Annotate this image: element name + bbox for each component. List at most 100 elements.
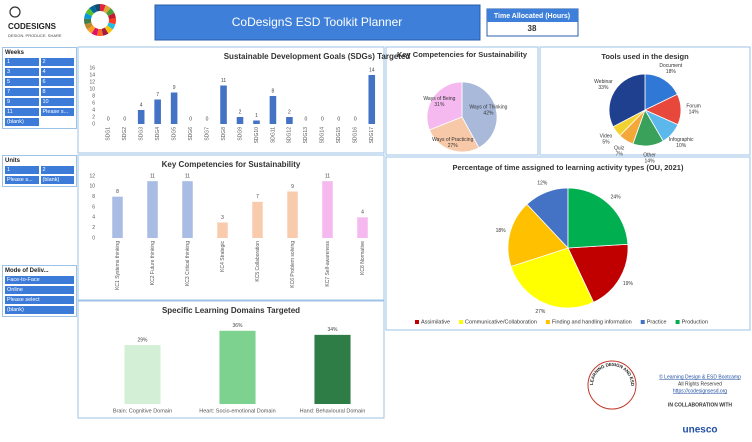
slicer-item[interactable]: 6 xyxy=(40,78,74,86)
data-label: 0 xyxy=(206,116,209,122)
data-label: 8 xyxy=(116,189,119,195)
bar xyxy=(286,117,293,124)
pie-slice xyxy=(428,116,480,153)
data-label: 12% xyxy=(537,181,548,187)
slicer-item[interactable]: (blank) xyxy=(40,176,74,184)
bar xyxy=(252,201,263,238)
data-label: 3 xyxy=(221,215,224,221)
collab: IN COLLABORATION WITH xyxy=(668,402,732,408)
pie-slice xyxy=(426,81,463,131)
slicer-item[interactable]: 11 xyxy=(5,108,39,116)
y-tick-label: 4 xyxy=(92,215,95,221)
x-tick-label: SDG17 xyxy=(369,127,375,144)
slice-label: Quiz xyxy=(614,146,625,152)
data-label: 4 xyxy=(140,102,143,108)
y-tick-label: 2 xyxy=(92,225,95,231)
y-tick-label: 10 xyxy=(89,86,95,92)
bar xyxy=(368,75,376,124)
y-tick-label: 12 xyxy=(89,173,95,179)
x-tick-label: KC1 Systems thinking xyxy=(115,241,121,290)
slicer-item[interactable]: Please select xyxy=(5,296,74,304)
x-tick-label: SDG14 xyxy=(320,127,326,144)
pie-slice xyxy=(608,73,646,128)
slice-label: Forum xyxy=(686,104,700,110)
sdg-wheel-segment xyxy=(107,22,116,30)
data-label: 36% xyxy=(232,323,243,329)
slicer-item[interactable]: (blank) xyxy=(5,306,74,314)
bar xyxy=(147,181,158,238)
x-tick-label: KC5 Collaboration xyxy=(255,241,261,282)
pie-slice xyxy=(644,73,678,111)
slicer-item[interactable]: 1 xyxy=(5,58,39,66)
sdg-wheel-segment xyxy=(108,18,116,25)
chart-title: Key Competencies for Sustainability xyxy=(162,160,301,169)
slice-label: Webinar xyxy=(594,79,613,85)
slicer-item[interactable]: 8 xyxy=(40,88,74,96)
legend-label: Assimilative xyxy=(421,319,450,325)
page-title: CoDesignS ESD Toolkit Planner xyxy=(232,15,403,29)
y-tick-label: 8 xyxy=(92,93,95,99)
x-tick-label: SDG2 xyxy=(122,127,128,141)
pie-slice xyxy=(510,247,595,309)
bar xyxy=(236,117,244,124)
data-label: 29% xyxy=(137,337,148,343)
panel xyxy=(77,46,385,154)
panel xyxy=(385,156,751,331)
sdg-wheel-segment xyxy=(87,25,96,34)
panel xyxy=(77,154,385,301)
slicer-item[interactable]: Online xyxy=(5,286,74,294)
slice-label: Infographic xyxy=(669,137,694,143)
slicer-item[interactable]: 5 xyxy=(5,78,39,86)
sdg-wheel-segment xyxy=(106,8,115,16)
sdg-wheel-segment xyxy=(84,22,93,30)
x-tick-label: SDG15 xyxy=(336,127,342,144)
pie-slice xyxy=(507,203,569,268)
slicer-item[interactable]: 2 xyxy=(40,58,74,66)
data-label: 33% xyxy=(598,85,609,91)
x-tick-label: KC2 Future thinking xyxy=(150,241,156,285)
data-label: 27% xyxy=(535,309,546,315)
legend-swatch xyxy=(640,320,645,324)
pie-slice xyxy=(461,81,498,149)
slicer-item[interactable]: Please s... xyxy=(40,108,74,116)
chart-title: Specific Learning Domains Targeted xyxy=(162,306,300,315)
slicer-item[interactable]: (blank) xyxy=(5,118,39,126)
data-label: 0 xyxy=(189,116,192,122)
data-label: 7 xyxy=(156,92,159,98)
bar xyxy=(170,92,178,124)
data-label: 0 xyxy=(123,116,126,122)
data-label: 14% xyxy=(689,110,700,116)
data-label: 11 xyxy=(185,173,190,179)
slicer-items: 1 2 Please s... (blank) xyxy=(5,166,74,184)
slicer-item[interactable]: Face-to-Face xyxy=(5,276,74,284)
pie-slice xyxy=(567,187,629,249)
x-tick-label: SDG16 xyxy=(353,127,359,144)
slicer-item[interactable]: 7 xyxy=(5,88,39,96)
slicer-item[interactable]: 10 xyxy=(40,98,74,106)
url[interactable]: https://codesignsesd.org xyxy=(673,388,727,394)
sdg-wheel-segment xyxy=(84,12,92,20)
slicer-item[interactable]: 1 xyxy=(5,166,39,174)
data-label: 0 xyxy=(304,116,307,122)
copyright[interactable]: © Learning Design & ESD Bootcamp xyxy=(659,373,741,380)
slicer-item[interactable]: 9 xyxy=(5,98,39,106)
x-tick-label: KC8 Normative xyxy=(360,241,366,275)
bar xyxy=(287,191,298,238)
data-label: 9 xyxy=(291,184,294,190)
rights: All Rights Reserved xyxy=(678,381,722,387)
y-tick-label: 6 xyxy=(92,100,95,106)
slicer-title: Mode of Deliv... xyxy=(5,268,49,274)
bar xyxy=(314,334,351,404)
slicer-item[interactable]: Please s... xyxy=(5,176,39,184)
data-label: 0 xyxy=(337,116,340,122)
slicer-item[interactable]: 2 xyxy=(40,166,74,174)
slicer-item[interactable]: 3 xyxy=(5,68,39,76)
sdg-wheel-segment xyxy=(100,4,106,12)
x-tick-label: KC6 Problem solving xyxy=(290,241,296,288)
bar xyxy=(124,345,161,404)
data-label: 1 xyxy=(255,113,258,119)
y-tick-label: 16 xyxy=(89,65,95,71)
data-label: 4 xyxy=(361,210,364,216)
slicer-item[interactable]: 4 xyxy=(40,68,74,76)
